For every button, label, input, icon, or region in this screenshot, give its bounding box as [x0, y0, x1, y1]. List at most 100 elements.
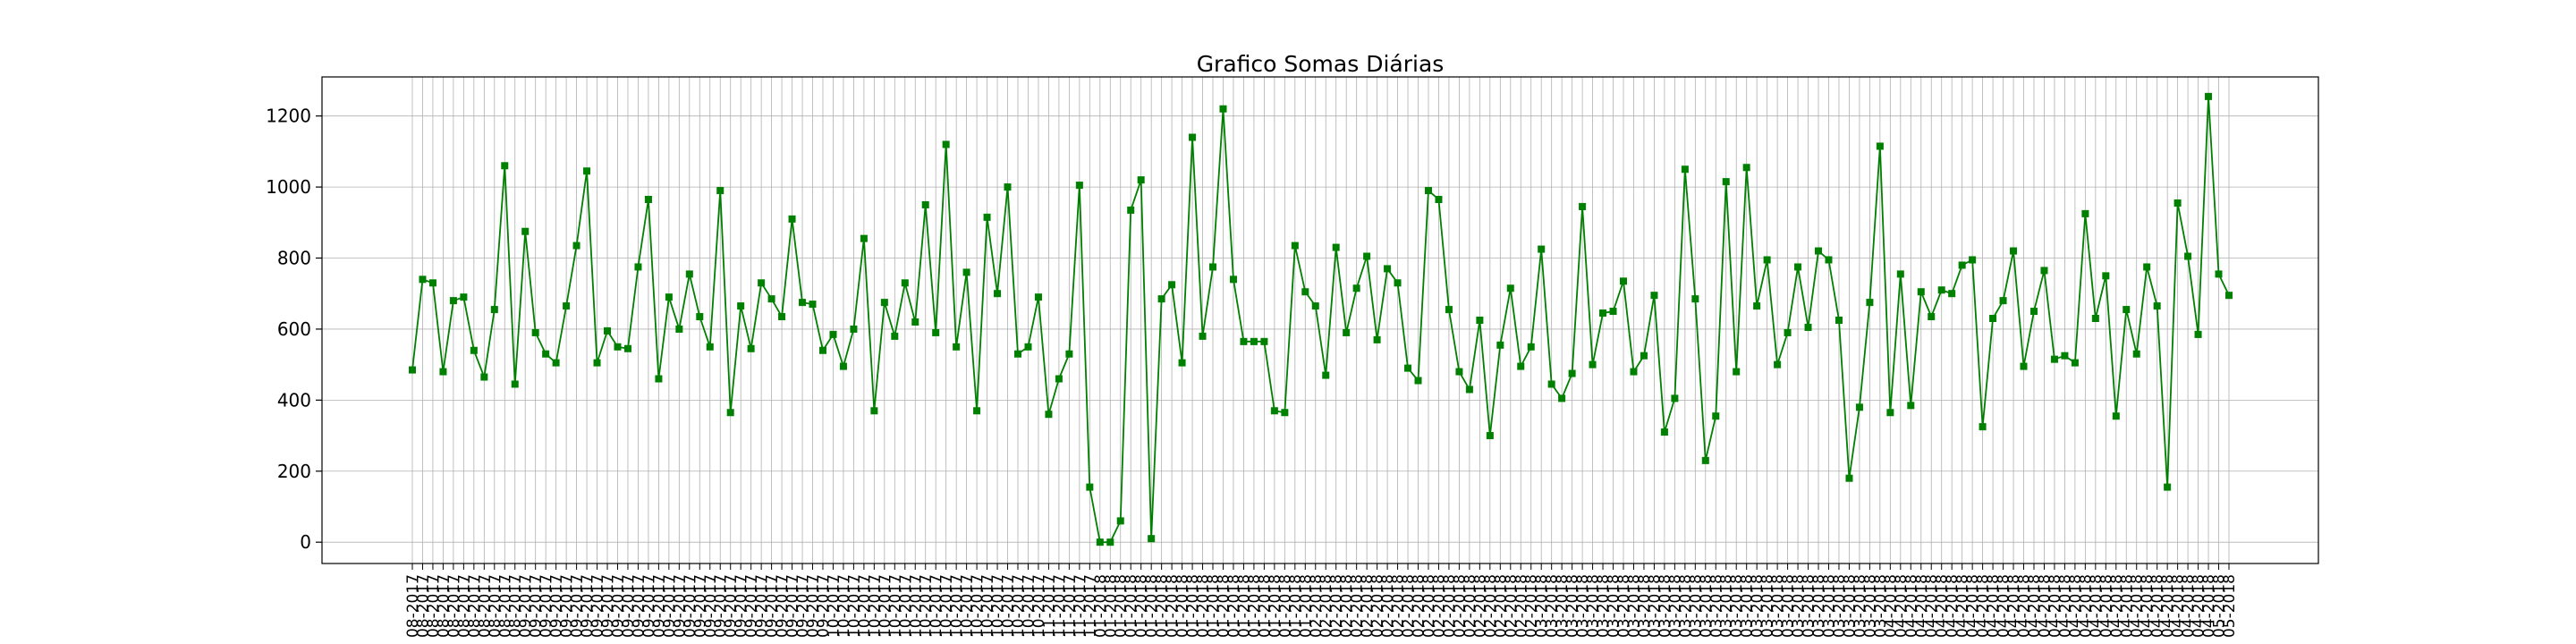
x-tick-label: 01-2018 — [1287, 574, 1305, 638]
x-tick-label: 10-2017 — [877, 574, 894, 638]
data-point — [1896, 270, 1904, 278]
data-point — [767, 295, 775, 303]
data-point — [829, 330, 837, 338]
data-point — [973, 407, 981, 415]
data-point — [685, 270, 693, 278]
y-tick-label: 800 — [277, 248, 311, 269]
x-tick-label: 02-2018 — [1492, 574, 1510, 638]
x-tick-label: 04-2018 — [2005, 574, 2023, 638]
data-point — [706, 343, 714, 351]
data-point — [2123, 306, 2131, 314]
data-point — [634, 263, 642, 271]
data-point — [1784, 328, 1792, 336]
data-point — [2225, 292, 2233, 300]
x-tick-label: 01-2018 — [1123, 574, 1140, 638]
x-tick-label: 02-2018 — [1338, 574, 1356, 638]
x-tick-label: 10-2017 — [1020, 574, 1038, 638]
x-tick-label: 01-2018 — [1246, 574, 1264, 638]
x-tick-label: 10-2017 — [918, 574, 936, 638]
x-tick-label: 04-2018 — [1985, 574, 2003, 638]
data-point — [1045, 411, 1053, 419]
x-tick-label: 10-2017 — [856, 574, 874, 638]
data-point — [1384, 265, 1392, 273]
x-tick-label: 09-2017 — [620, 574, 638, 638]
x-tick-label: 09-2017 — [774, 574, 792, 638]
x-tick-label: 02-2018 — [1441, 574, 1459, 638]
x-tick-label: 09-2017 — [640, 574, 658, 638]
data-point — [1034, 293, 1042, 301]
x-tick-label: 02-2018 — [1451, 574, 1469, 638]
y-tick-label: 600 — [277, 318, 311, 340]
data-point — [1722, 178, 1730, 186]
x-tick-label: 08-2017 — [455, 574, 473, 638]
data-point — [2153, 302, 2161, 310]
data-point — [2194, 330, 2202, 338]
x-tick-label: 04-2018 — [2046, 574, 2064, 638]
data-point — [716, 187, 724, 195]
x-tick-label: 09-2017 — [702, 574, 720, 638]
x-tick-label: 08-2017 — [487, 574, 504, 638]
x-tick-label: 04-2018 — [1964, 574, 1982, 638]
x-tick-label: 04-2018 — [2159, 574, 2177, 638]
x-tick-label: 03-2018 — [1625, 574, 1643, 638]
data-point — [531, 328, 539, 336]
data-point — [1496, 341, 1504, 349]
x-tick-label: 03-2018 — [1615, 574, 1633, 638]
data-point — [1352, 284, 1360, 292]
x-tick-label: 03-2018 — [1646, 574, 1664, 638]
data-point — [1424, 187, 1432, 195]
x-tick-label: 10-2017 — [825, 574, 843, 638]
x-tick-label: 09-2017 — [682, 574, 699, 638]
data-point — [1270, 407, 1278, 415]
data-point — [1804, 323, 1812, 331]
data-point — [1815, 247, 1823, 255]
data-point — [1373, 335, 1381, 343]
data-point — [860, 234, 868, 242]
data-point — [552, 359, 560, 367]
x-tick-label: 08-2017 — [496, 574, 514, 638]
data-point — [2164, 483, 2172, 491]
y-tick-label: 1000 — [266, 176, 311, 198]
x-tick-label: 02-2018 — [1390, 574, 1408, 638]
data-point — [1065, 350, 1073, 358]
x-tick-label: 04-2018 — [2200, 574, 2218, 638]
data-point — [2112, 412, 2120, 420]
x-tick-label: 02-2018 — [1359, 574, 1377, 638]
data-point — [1701, 456, 1709, 464]
data-point — [799, 299, 807, 307]
data-point — [480, 373, 488, 381]
x-tick-label: 03-2018 — [1677, 574, 1695, 638]
x-tick-label: 02-2018 — [1369, 574, 1387, 638]
x-tick-label: 03-2018 — [1574, 574, 1592, 638]
x-tick-label: 11-2017 — [1081, 574, 1099, 638]
data-point — [1845, 474, 1853, 482]
x-tick-label: 04-2018 — [1913, 574, 1931, 638]
data-point — [1937, 286, 1945, 294]
data-point — [1209, 263, 1217, 271]
x-tick-label: 04-2018 — [2108, 574, 2126, 638]
y-tick-label: 1200 — [266, 106, 311, 127]
x-tick-label: 10-2017 — [1000, 574, 1018, 638]
data-point — [1866, 299, 1874, 307]
x-tick-label: 02-2018 — [1503, 574, 1521, 638]
series-markers — [409, 92, 2233, 547]
x-tick-label: 09-2017 — [630, 574, 648, 638]
data-point — [1742, 164, 1750, 172]
data-point — [1486, 432, 1494, 440]
data-point — [1589, 360, 1597, 369]
x-tick-label: 09-2017 — [794, 574, 812, 638]
x-tick-label: 11-2017 — [1040, 574, 1058, 638]
x-tick-label: 01-2018 — [1102, 574, 1120, 638]
x-tick-label: 04-2018 — [2170, 574, 2188, 638]
data-point — [1148, 535, 1156, 543]
x-tick-label: 03-2018 — [1820, 574, 1838, 638]
data-point — [490, 306, 498, 314]
x-tick-label: 01-2018 — [1143, 574, 1161, 638]
x-tick-label: 10-2017 — [897, 574, 915, 638]
x-tick-label: 08-2017 — [404, 574, 422, 638]
x-tick-label: 01-2018 — [1184, 574, 1202, 638]
x-tick-label: 03-2018 — [1657, 574, 1674, 638]
x-tick-label: 09-2017 — [723, 574, 741, 638]
y-tick-label: 200 — [277, 461, 311, 482]
